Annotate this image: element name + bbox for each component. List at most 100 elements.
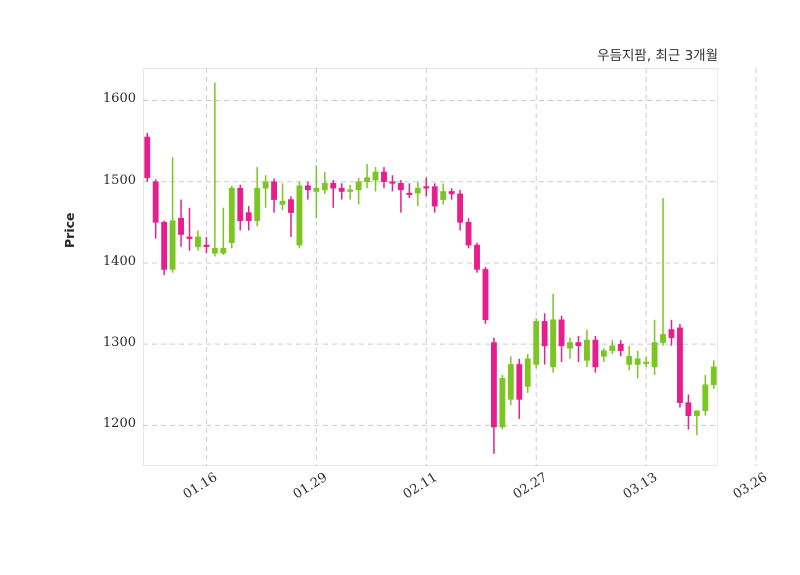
candlestick	[431, 183, 438, 213]
candle-body	[457, 193, 464, 223]
candlestick	[600, 348, 607, 363]
candlestick	[643, 356, 650, 367]
candlestick	[448, 188, 455, 200]
chart-title: 우듬지팜, 최근 3개월	[597, 48, 718, 64]
candlestick	[575, 336, 582, 363]
candle-body	[228, 187, 235, 243]
candlestick	[186, 207, 193, 251]
candle-body	[710, 366, 717, 386]
candlestick	[364, 163, 371, 189]
candlestick	[372, 167, 379, 192]
candlestick	[474, 242, 480, 273]
candlestick	[414, 181, 421, 207]
candlestick	[592, 336, 599, 373]
y-tick-label: 1600	[102, 91, 136, 107]
x-tick-label: 02.27	[510, 470, 551, 503]
candlestick	[558, 315, 565, 363]
candle-body	[524, 358, 531, 387]
candlestick	[296, 181, 303, 249]
candlestick	[685, 394, 692, 430]
candlestick	[381, 167, 387, 189]
candle-body	[643, 361, 650, 364]
candle-body	[144, 136, 151, 178]
candle-body	[584, 339, 590, 361]
y-tick-label: 1200	[102, 416, 136, 432]
candle-body	[152, 181, 159, 223]
candlestick	[440, 183, 447, 205]
candlestick	[668, 319, 675, 346]
candlestick	[178, 199, 184, 247]
candle-body	[617, 343, 624, 351]
candlestick	[203, 236, 210, 254]
x-tick-label: 02.11	[400, 470, 441, 503]
candlestick	[550, 293, 557, 373]
candlestick	[660, 197, 666, 346]
candle-body	[423, 186, 430, 189]
candle-body	[600, 350, 607, 357]
candlestick	[254, 167, 261, 227]
candlestick	[347, 184, 354, 200]
candlestick	[516, 358, 523, 419]
candle-body	[262, 181, 269, 189]
candle-body	[668, 329, 675, 338]
candle-body	[381, 171, 387, 183]
y-tick-label: 1500	[102, 172, 136, 188]
candlestick	[237, 184, 244, 231]
candle-body	[254, 187, 261, 222]
candle-body	[161, 222, 168, 270]
candle-body	[550, 319, 557, 368]
candle-body	[195, 236, 201, 247]
candlestick	[693, 410, 700, 436]
candlestick	[389, 175, 396, 192]
candlestick	[482, 267, 489, 324]
candle-body	[288, 199, 294, 213]
candle-body	[567, 342, 573, 349]
candle-body	[397, 183, 404, 191]
candlestick	[533, 318, 540, 369]
candlestick	[490, 337, 497, 454]
candle-body	[321, 183, 328, 191]
candlestick	[609, 340, 616, 354]
candle-body	[677, 327, 683, 403]
candle-body	[406, 192, 413, 195]
y-tick-label: 1400	[102, 253, 136, 269]
candle-body	[448, 191, 455, 195]
candle-body	[186, 236, 193, 239]
candlestick	[710, 360, 717, 389]
candlestick	[702, 375, 709, 416]
candle-body	[575, 342, 582, 347]
candle-body	[533, 321, 540, 365]
candlestick	[397, 180, 404, 213]
candlestick	[169, 157, 176, 273]
candle-body	[693, 410, 700, 416]
candle-body	[634, 358, 641, 365]
candle-body	[592, 339, 599, 368]
candle-body	[364, 177, 371, 183]
candlestick	[195, 230, 201, 251]
candle-body	[279, 200, 286, 205]
y-axis-label: Price	[62, 212, 77, 249]
candlestick	[245, 206, 252, 231]
candle-body	[474, 244, 480, 270]
candle-body	[203, 244, 210, 247]
candle-body	[237, 187, 244, 222]
candlestick	[355, 177, 362, 205]
candlestick	[288, 196, 294, 237]
candlestick	[271, 178, 277, 213]
candle-body	[685, 402, 692, 416]
candle-body	[626, 356, 633, 365]
candle-body	[431, 186, 438, 207]
candle-body	[516, 364, 523, 400]
x-tick-label: 01.29	[290, 470, 331, 503]
x-tick-label: 01.16	[180, 470, 221, 503]
plot-area-frame	[143, 68, 718, 466]
candlestick	[465, 218, 472, 249]
candlestick	[321, 171, 328, 194]
candle-body	[702, 384, 709, 412]
candlestick	[228, 185, 235, 249]
x-tick-label: 03.13	[620, 470, 661, 503]
candlestick	[330, 180, 337, 208]
candle-body	[271, 181, 277, 200]
candlestick	[338, 183, 345, 200]
